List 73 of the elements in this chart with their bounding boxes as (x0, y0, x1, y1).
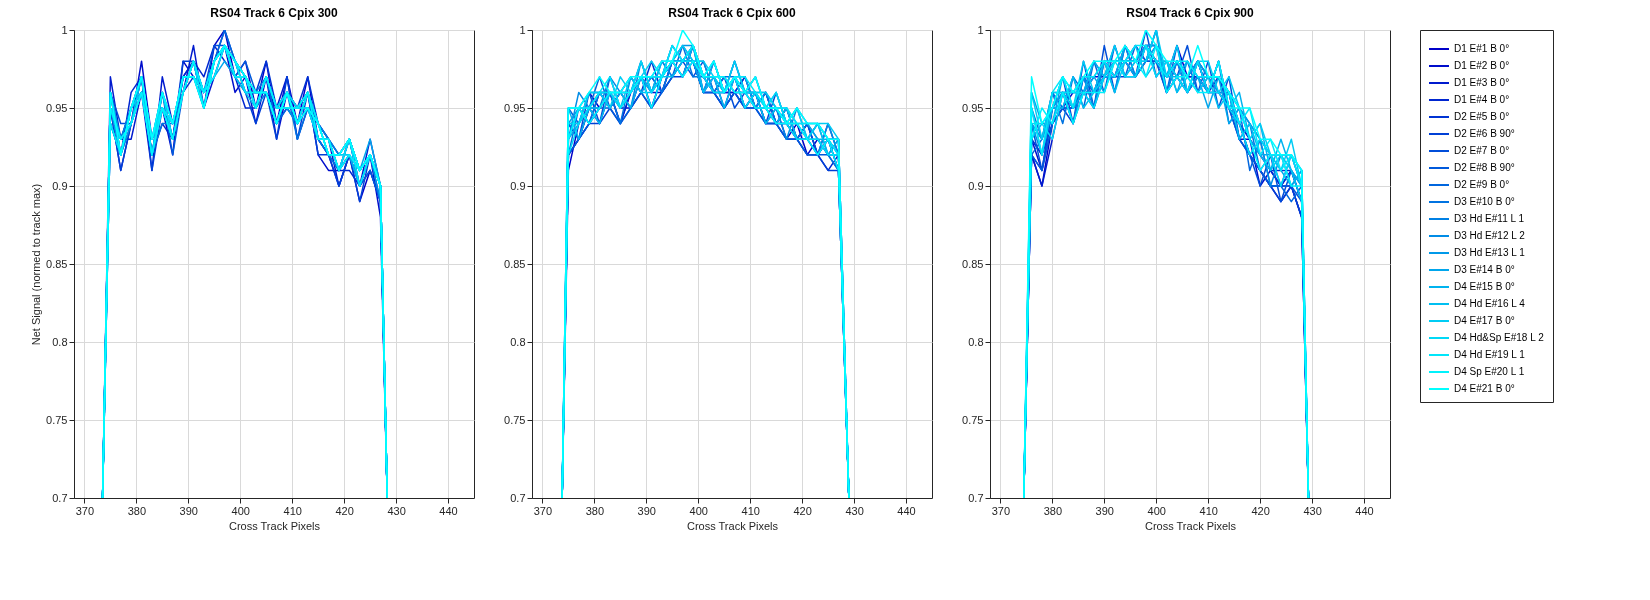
x-tick-label: 440 (1355, 504, 1374, 517)
legend-label: D1 E#3 B 0° (1454, 77, 1510, 88)
legend-label: D2 E#8 B 90° (1454, 162, 1515, 173)
y-tick-label: 0.8 (968, 335, 984, 348)
y-tick-label: 0.7 (52, 491, 68, 504)
x-tick-label: 440 (897, 504, 916, 517)
y-tick-label: 0.9 (510, 179, 526, 192)
x-axis-title: Cross Track Pixels (1144, 519, 1237, 532)
legend-label: D2 E#5 B 0° (1454, 111, 1510, 122)
y-axis-title: Net Signal (normed to track max) (30, 183, 43, 346)
chart-title: RS04 Track 6 Cpix 600 (668, 6, 797, 20)
y-tick-label: 0.75 (504, 413, 526, 426)
legend-label: D4 E#17 B 0° (1454, 315, 1515, 326)
legend-label: D4 Hd E#19 L 1 (1454, 349, 1526, 360)
y-tick-label: 0.75 (962, 413, 984, 426)
x-tick-label: 400 (1147, 504, 1166, 517)
chart-title: RS04 Track 6 Cpix 900 (1126, 6, 1255, 20)
legend-label: D4 E#15 B 0° (1454, 281, 1515, 292)
chart-title: RS04 Track 6 Cpix 300 (210, 6, 339, 20)
y-tick-label: 0.85 (46, 257, 68, 270)
x-tick-label: 370 (75, 504, 95, 517)
x-tick-label: 400 (231, 504, 250, 517)
legend-label: D2 E#9 B 0° (1454, 179, 1510, 190)
x-tick-label: 400 (689, 504, 708, 517)
legend-label: D1 E#1 B 0° (1454, 43, 1510, 54)
y-tick-label: 0.8 (52, 335, 68, 348)
y-tick-label: 1 (519, 23, 526, 36)
legend-label: D4 Sp E#20 L 1 (1454, 366, 1525, 377)
legend-label: D3 Hd E#12 L 2 (1454, 230, 1526, 241)
y-tick-label: 0.85 (504, 257, 526, 270)
legend-label: D4 Hd&Sp E#18 L 2 (1454, 332, 1545, 343)
x-tick-label: 410 (283, 504, 302, 517)
y-tick-label: 0.8 (510, 335, 526, 348)
legend-label: D2 E#6 B 90° (1454, 128, 1515, 139)
y-tick-label: 0.85 (962, 257, 984, 270)
x-axis-title: Cross Track Pixels (228, 519, 321, 532)
y-tick-label: 0.95 (46, 101, 68, 114)
legend-label: D3 Hd E#13 L 1 (1454, 247, 1526, 258)
y-tick-label: 0.7 (968, 491, 984, 504)
y-tick-label: 1 (61, 23, 68, 36)
x-tick-label: 430 (845, 504, 864, 517)
legend-label: D4 Hd E#16 L 4 (1454, 298, 1526, 309)
legend-label: D2 E#7 B 0° (1454, 145, 1510, 156)
x-tick-label: 410 (741, 504, 760, 517)
y-tick-label: 1 (977, 23, 984, 36)
y-tick-label: 0.9 (52, 179, 68, 192)
y-tick-label: 0.75 (46, 413, 68, 426)
legend-label: D4 E#21 B 0° (1454, 383, 1515, 394)
legend-label: D1 E#2 B 0° (1454, 60, 1510, 71)
x-tick-label: 420 (335, 504, 354, 517)
y-tick-label: 0.95 (962, 101, 984, 114)
y-tick-label: 0.95 (504, 101, 526, 114)
legend-label: D1 E#4 B 0° (1454, 94, 1510, 105)
x-tick-label: 380 (1043, 504, 1063, 517)
y-tick-label: 0.7 (510, 491, 526, 504)
x-tick-label: 370 (991, 504, 1011, 517)
x-tick-label: 410 (1199, 504, 1218, 517)
x-tick-label: 380 (127, 504, 147, 517)
x-tick-label: 430 (387, 504, 406, 517)
legend-label: D3 Hd E#11 L 1 (1454, 213, 1525, 224)
legend-label: D3 E#14 B 0° (1454, 264, 1515, 275)
legend-label: D3 E#10 B 0° (1454, 196, 1515, 207)
x-axis-title: Cross Track Pixels (686, 519, 779, 532)
x-tick-label: 370 (533, 504, 553, 517)
x-tick-label: 420 (1251, 504, 1270, 517)
x-tick-label: 420 (793, 504, 812, 517)
x-tick-label: 390 (637, 504, 656, 517)
x-tick-label: 390 (1095, 504, 1114, 517)
x-tick-label: 430 (1303, 504, 1322, 517)
x-tick-label: 380 (585, 504, 605, 517)
y-tick-label: 0.9 (968, 179, 984, 192)
x-tick-label: 440 (439, 504, 458, 517)
x-tick-label: 390 (179, 504, 198, 517)
